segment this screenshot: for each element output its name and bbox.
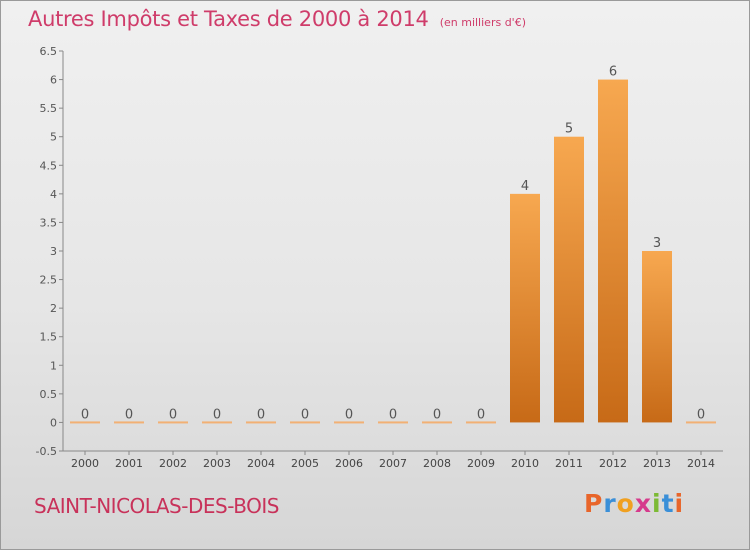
x-tick-label: 2006 [335,457,363,470]
data-label: 0 [389,407,397,422]
x-tick-label: 2003 [203,457,231,470]
y-tick-label: 1 [50,359,57,372]
chart-title: Autres Impôts et Taxes de 2000 à 2014 [28,7,429,31]
y-tick-label: 4 [50,188,57,201]
bar [554,136,584,423]
bar [378,421,408,424]
logo-letter: x [634,489,652,518]
data-label: 0 [697,407,705,422]
x-tick-label: 2011 [555,457,583,470]
bar [466,421,496,424]
x-tick-label: 2014 [687,457,715,470]
chart-bars [70,79,716,424]
data-label: 6 [609,65,617,80]
y-tick-label: 2 [50,302,57,315]
logo-letter: r [603,489,617,518]
y-tick-label: 0.5 [40,388,58,401]
proxiti-logo: Proxiti [584,489,684,518]
bar [158,421,188,424]
data-label: 5 [565,122,573,137]
commune-name: SAINT-NICOLAS-DES-BOIS [34,494,279,518]
bar [114,421,144,424]
x-tick-label: 2008 [423,457,451,470]
logo-letter: i [674,489,685,518]
data-label: 0 [257,407,265,422]
bar [422,421,452,424]
chart-labels: 0 0 0 0 0 0 0 0 0 0 4 5 6 3 0 [81,65,705,423]
bar [642,251,672,423]
bar [686,421,716,424]
bar [70,421,100,424]
bar [598,79,628,423]
x-tick-label: 2005 [291,457,319,470]
y-tick-label: 5.5 [40,102,58,115]
data-label: 3 [653,236,661,251]
chart-subtitle: (en milliers d'€) [439,16,526,29]
y-tick-label: 4.5 [40,159,58,172]
data-label: 0 [169,407,177,422]
y-tick-label: 3.5 [40,216,58,229]
bar [334,421,364,424]
bar [246,421,276,424]
x-tick-label: 2004 [247,457,275,470]
y-tick-label: 5 [50,131,57,144]
x-tick-label: 2000 [71,457,99,470]
y-tick-label: 6 [50,74,57,87]
bar [510,193,540,423]
x-tick-label: 2002 [159,457,187,470]
y-tick-label: -0.5 [36,445,57,458]
data-label: 0 [301,407,309,422]
data-label: 0 [213,407,221,422]
x-tick-label: 2013 [643,457,671,470]
y-tick-label: 3 [50,245,57,258]
y-tick-label: 6.5 [40,45,58,58]
data-label: 4 [521,179,529,194]
data-label: 0 [433,407,441,422]
logo-letter: i [652,489,662,518]
x-tick-label: 2007 [379,457,407,470]
x-tick-label: 2001 [115,457,143,470]
y-tick-label: 1.5 [40,331,58,344]
logo-letter: o [616,489,635,518]
data-label: 0 [345,407,353,422]
data-label: 0 [477,407,485,422]
x-tick-label: 2010 [511,457,539,470]
logo-letter: t [661,489,675,518]
y-tick-label: 2.5 [40,274,58,287]
data-label: 0 [125,407,133,422]
bar [290,421,320,424]
chart-title-row: Autres Impôts et Taxes de 2000 à 2014 (e… [28,7,526,31]
logo-letter: P [584,489,604,518]
data-label: 0 [81,407,89,422]
y-tick-label: 0 [50,416,57,429]
chart-axes: -0.5 0 0.5 1 1.5 2 2.5 3 3.5 4 4.5 5 5.5 6 6.5 2000 2001… [36,45,723,470]
x-tick-label: 2012 [599,457,627,470]
bar [202,421,232,424]
x-tick-label: 2009 [467,457,495,470]
